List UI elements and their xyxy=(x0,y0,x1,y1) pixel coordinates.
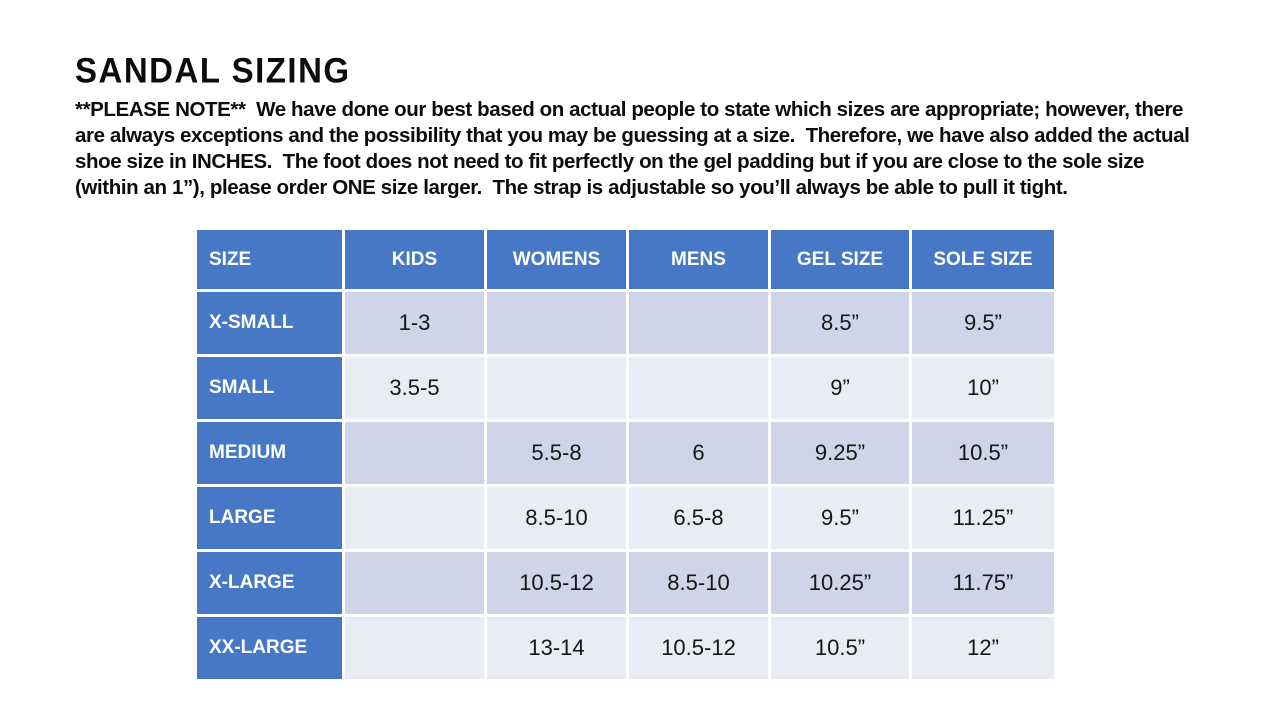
note-paragraph: **PLEASE NOTE** We have done our best ba… xyxy=(75,98,1195,199)
cell-mens: 8.5-10 xyxy=(629,552,768,614)
cell-womens: 5.5-8 xyxy=(487,422,626,484)
cell-womens: 8.5-10 xyxy=(487,487,626,549)
column-header-size: SIZE xyxy=(197,230,342,289)
cell-womens xyxy=(487,357,626,419)
cell-womens: 10.5-12 xyxy=(487,552,626,614)
cell-kids xyxy=(345,552,484,614)
sizing-table: SIZE KIDS WOMENS MENS GEL SIZE SOLE SIZE… xyxy=(194,227,1057,682)
cell-mens: 6.5-8 xyxy=(629,487,768,549)
table-row-x-large: X-LARGE 10.5-12 8.5-10 10.25” 11.75” xyxy=(197,552,1054,614)
column-header-kids: KIDS xyxy=(345,230,484,289)
cell-mens: 10.5-12 xyxy=(629,617,768,679)
page-title: SANDAL SIZING xyxy=(75,50,351,90)
cell-gel-size: 9.25” xyxy=(771,422,909,484)
column-header-mens: MENS xyxy=(629,230,768,289)
cell-kids xyxy=(345,487,484,549)
column-header-sole-size: SOLE SIZE xyxy=(912,230,1054,289)
cell-gel-size: 10.5” xyxy=(771,617,909,679)
cell-womens: 13-14 xyxy=(487,617,626,679)
cell-kids: 1-3 xyxy=(345,292,484,354)
cell-gel-size: 9” xyxy=(771,357,909,419)
table-row-small: SMALL 3.5-5 9” 10” xyxy=(197,357,1054,419)
table-row-large: LARGE 8.5-10 6.5-8 9.5” 11.25” xyxy=(197,487,1054,549)
cell-mens xyxy=(629,292,768,354)
table-row-medium: MEDIUM 5.5-8 6 9.25” 10.5” xyxy=(197,422,1054,484)
cell-womens xyxy=(487,292,626,354)
row-label: X-SMALL xyxy=(197,292,342,354)
row-label: MEDIUM xyxy=(197,422,342,484)
cell-mens xyxy=(629,357,768,419)
cell-kids xyxy=(345,617,484,679)
header-row: SIZE KIDS WOMENS MENS GEL SIZE SOLE SIZE xyxy=(197,230,1054,289)
row-label: LARGE xyxy=(197,487,342,549)
cell-kids xyxy=(345,422,484,484)
row-label: X-LARGE xyxy=(197,552,342,614)
row-label: XX-LARGE xyxy=(197,617,342,679)
cell-sole-size: 11.75” xyxy=(912,552,1054,614)
cell-kids: 3.5-5 xyxy=(345,357,484,419)
cell-sole-size: 10.5” xyxy=(912,422,1054,484)
cell-mens: 6 xyxy=(629,422,768,484)
column-header-womens: WOMENS xyxy=(487,230,626,289)
cell-gel-size: 9.5” xyxy=(771,487,909,549)
table-row-xx-large: XX-LARGE 13-14 10.5-12 10.5” 12” xyxy=(197,617,1054,679)
cell-sole-size: 11.25” xyxy=(912,487,1054,549)
row-label: SMALL xyxy=(197,357,342,419)
cell-sole-size: 9.5” xyxy=(912,292,1054,354)
cell-sole-size: 10” xyxy=(912,357,1054,419)
cell-gel-size: 8.5” xyxy=(771,292,909,354)
column-header-gel-size: GEL SIZE xyxy=(771,230,909,289)
cell-sole-size: 12” xyxy=(912,617,1054,679)
cell-gel-size: 10.25” xyxy=(771,552,909,614)
table-row-x-small: X-SMALL 1-3 8.5” 9.5” xyxy=(197,292,1054,354)
